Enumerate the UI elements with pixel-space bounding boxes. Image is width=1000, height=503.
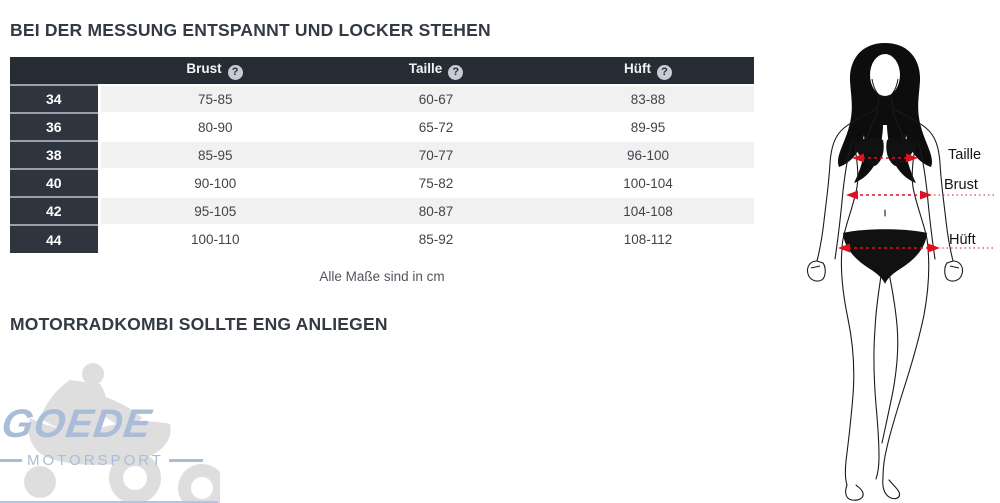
- female-body-measurement-icon: [806, 43, 996, 501]
- watermark-bottom-line: [0, 501, 218, 503]
- size-cell: 40: [10, 169, 101, 198]
- measurement-figure: Taille Brust Hüft: [788, 43, 1000, 503]
- page-title: BEI DER MESSUNG ENTSPANNT UND LOCKER STE…: [10, 20, 491, 40]
- column-header-hueft: Hüft?: [542, 57, 754, 86]
- question-circle-icon[interactable]: ?: [448, 65, 464, 80]
- measurement-cell: 100-104: [542, 169, 754, 198]
- watermark-rule-left: [0, 459, 22, 462]
- table-row: 34 75-85 60-67 83-88: [10, 85, 754, 114]
- table-row: 44 100-110 85-92 108-112: [10, 225, 754, 254]
- size-table: Brust? Taille? Hüft? 34 75-85 60-67 83-88 36…: [10, 57, 754, 254]
- table-note: Alle Maße sind in cm: [319, 269, 445, 284]
- question-circle-icon[interactable]: ?: [657, 65, 672, 80]
- measurement-cell: 83-88: [542, 85, 754, 114]
- watermark-brand-text: GOEDE: [0, 402, 155, 446]
- measurement-cell: 85-95: [99, 141, 330, 170]
- table-row: 42 95-105 80-87 104-108: [10, 197, 754, 226]
- measurement-cell: 80-87: [330, 197, 542, 226]
- bikini-shapes: [843, 137, 927, 284]
- watermark-subbrand-text: MOTORSPORT: [27, 452, 164, 469]
- table-header-row: Brust? Taille? Hüft?: [10, 57, 754, 86]
- column-header-brust: Brust?: [99, 57, 330, 86]
- watermark-subbrand: MOTORSPORT: [0, 452, 218, 469]
- measurement-cell: 65-72: [330, 113, 542, 142]
- size-cell: 44: [10, 225, 101, 253]
- measurement-cell: 70-77: [330, 141, 542, 170]
- goede-motorsport-watermark: GOEDE MOTORSPORT: [0, 360, 226, 503]
- column-header-taille: Taille?: [330, 57, 542, 86]
- measurement-cell: 75-85: [99, 85, 330, 114]
- body-outline: [816, 96, 954, 501]
- size-cell: 34: [10, 85, 101, 114]
- measurement-arrows: [838, 153, 996, 253]
- table-corner-cell: [10, 57, 99, 86]
- question-circle-icon[interactable]: ?: [227, 65, 243, 80]
- size-cell: 42: [10, 197, 101, 226]
- size-cell: 38: [10, 141, 101, 170]
- table-row: 40 90-100 75-82 100-104: [10, 169, 754, 198]
- watermark-rule-right: [168, 459, 203, 462]
- measurement-cell: 96-100: [542, 141, 754, 170]
- measurement-cell: 108-112: [542, 225, 754, 254]
- column-label: Hüft: [624, 61, 651, 76]
- measurement-cell: 85-92: [330, 225, 542, 254]
- measurement-cell: 95-105: [99, 197, 330, 226]
- measurement-cell: 90-100: [99, 169, 330, 198]
- measurement-cell: 80-90: [99, 113, 330, 142]
- column-label: Taille: [408, 61, 443, 76]
- secondary-title: MOTORRADKOMBI SOLLTE ENG ANLIEGEN: [10, 314, 388, 334]
- hair-shape: [838, 43, 932, 183]
- measurement-cell: 100-110: [99, 225, 330, 254]
- size-table-body: 34 75-85 60-67 83-88 36 80-90 65-72 89-95 38 85-9…: [10, 85, 754, 254]
- table-row: 36 80-90 65-72 89-95: [10, 113, 754, 142]
- motorcycle-rider-watermark-icon: [24, 363, 226, 503]
- measurement-cell: 89-95: [542, 113, 754, 142]
- figure-label-brust: Brust: [944, 177, 978, 193]
- figure-label-taille: Taille: [948, 147, 982, 163]
- figure-label-hueft: Hüft: [949, 232, 976, 248]
- size-cell: 36: [10, 113, 101, 142]
- column-label: Brust: [186, 61, 222, 76]
- measurement-cell: 104-108: [542, 197, 754, 226]
- hands: [806, 260, 964, 282]
- measurement-cell: 75-82: [330, 169, 542, 198]
- table-row: 38 85-95 70-77 96-100: [10, 141, 754, 170]
- measurement-cell: 60-67: [330, 85, 542, 114]
